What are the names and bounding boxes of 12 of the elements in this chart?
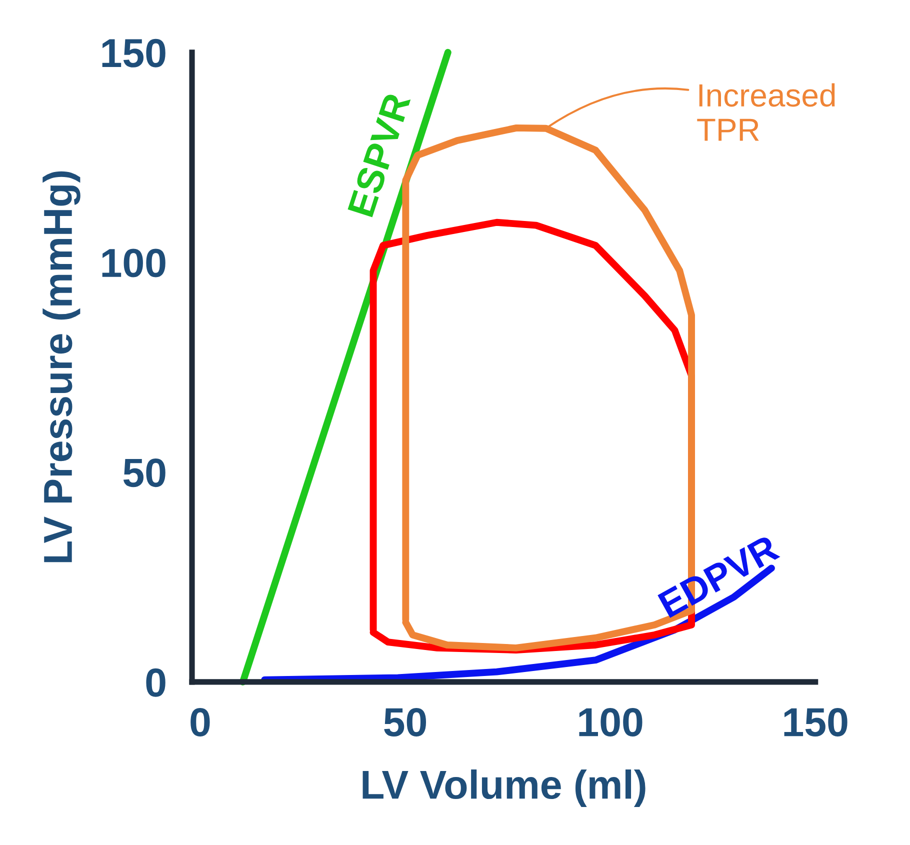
y-tick-label: 150 — [102, 38, 166, 68]
y-axis-title: LV Pressure (mmHg) — [42, 171, 80, 562]
x-tick-label: 50 — [384, 708, 426, 736]
y-tick-label: 0 — [146, 668, 166, 697]
y-tick-label: 50 — [123, 458, 166, 488]
x-tick-label: 0 — [190, 708, 210, 736]
x-tick-label: 100 — [579, 708, 642, 736]
y-tick-label: 100 — [102, 248, 166, 278]
text: ESPVR — [347, 91, 411, 218]
x-axis-title: LV Volume (ml) — [362, 769, 646, 808]
annotation: Increased TPR — [697, 83, 835, 141]
x-tick-label: 150 — [784, 708, 848, 736]
